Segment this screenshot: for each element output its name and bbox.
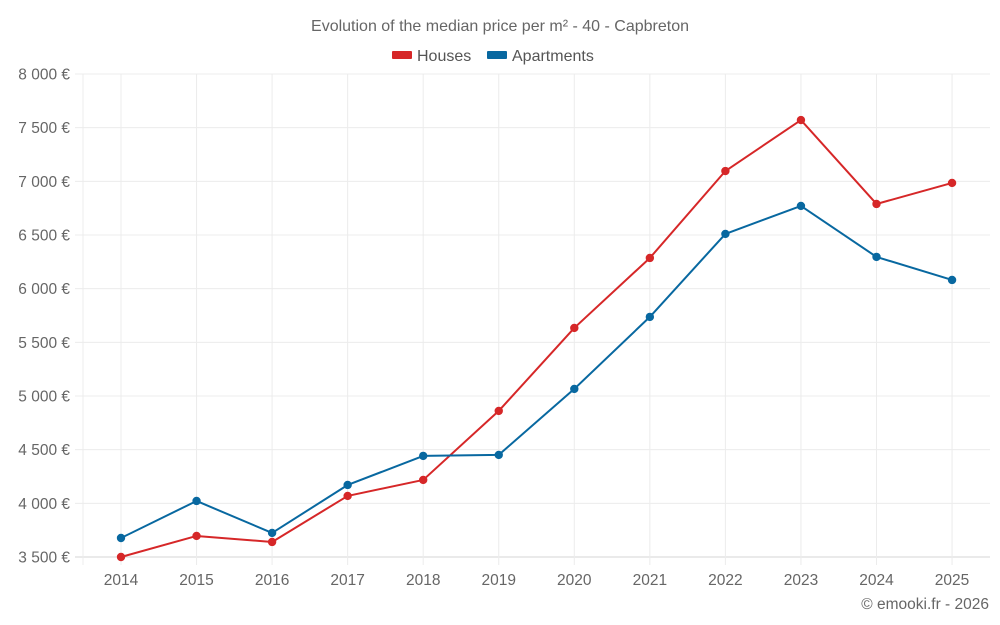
x-tick-label: 2021 xyxy=(633,572,667,589)
data-point-houses xyxy=(947,178,957,188)
y-tick-label: 3 500 € xyxy=(18,550,70,567)
y-axis: 3 500 € 4 000 € 4 500 € 5 000 € 5 500 € 6 000… xyxy=(18,67,70,567)
data-point-apartments xyxy=(419,451,428,461)
data-point-houses xyxy=(192,531,201,541)
y-tick-label: 4 000 € xyxy=(18,496,70,513)
grid xyxy=(75,73,990,565)
x-tick-label: 2018 xyxy=(406,572,440,589)
legend: Houses Apartments xyxy=(392,48,594,65)
x-tick-label: 2014 xyxy=(104,572,139,589)
credit-text: © emooki.fr - 2026 xyxy=(861,596,989,613)
x-tick-label: 2024 xyxy=(859,572,894,589)
legend-item-apartments: Apartments xyxy=(487,48,594,65)
series-apartments xyxy=(116,201,957,543)
data-point-houses xyxy=(721,166,730,176)
x-tick-label: 2016 xyxy=(255,572,289,589)
data-point-houses xyxy=(796,115,806,125)
y-tick-label: 4 500 € xyxy=(18,442,70,459)
y-tick-label: 7 000 € xyxy=(18,174,70,191)
legend-swatch xyxy=(487,51,507,59)
data-point-apartments xyxy=(570,384,579,394)
y-tick-label: 5 500 € xyxy=(18,335,70,352)
data-point-apartments xyxy=(645,312,655,322)
x-tick-label: 2019 xyxy=(482,572,516,589)
x-tick-label: 2025 xyxy=(935,572,969,589)
chart-title: Evolution of the median price per m² - 4… xyxy=(311,18,689,35)
data-point-apartments xyxy=(494,450,503,460)
data-point-apartments xyxy=(721,229,730,239)
y-tick-label: 6 000 € xyxy=(18,281,70,298)
y-tick-label: 5 000 € xyxy=(18,389,70,406)
legend-label: Houses xyxy=(417,48,471,65)
x-tick-label: 2023 xyxy=(784,572,818,589)
legend-item-houses: Houses xyxy=(392,48,471,65)
x-tick-label: 2020 xyxy=(557,572,592,589)
data-point-houses xyxy=(570,323,579,333)
data-point-apartments xyxy=(116,533,126,543)
data-point-houses xyxy=(116,552,126,562)
x-tick-label: 2022 xyxy=(708,572,742,589)
data-point-apartments xyxy=(267,528,277,538)
data-point-houses xyxy=(645,253,655,263)
series-line-apartments xyxy=(120,204,953,539)
legend-label: Apartments xyxy=(512,48,594,65)
x-tick-label: 2015 xyxy=(179,572,213,589)
data-point-apartments xyxy=(343,480,352,490)
x-tick-label: 2017 xyxy=(330,572,364,589)
y-tick-label: 7 500 € xyxy=(18,120,70,137)
data-point-houses xyxy=(267,537,277,547)
series-layer xyxy=(116,115,957,562)
data-point-houses xyxy=(343,491,352,501)
data-point-apartments xyxy=(796,201,806,211)
series-line-houses xyxy=(120,119,953,558)
data-point-apartments xyxy=(947,275,957,285)
legend-swatch xyxy=(392,51,412,59)
data-point-apartments xyxy=(872,252,881,262)
y-tick-label: 6 500 € xyxy=(18,228,70,245)
data-point-houses xyxy=(419,475,428,485)
data-point-apartments xyxy=(192,496,201,506)
y-tick-label: 8 000 € xyxy=(18,67,70,84)
x-axis: 2014 2015 2016 2017 2018 2019 2020 2021 2022 2023… xyxy=(104,572,970,589)
data-point-houses xyxy=(494,406,503,416)
data-point-houses xyxy=(872,199,881,209)
series-houses xyxy=(116,115,957,562)
